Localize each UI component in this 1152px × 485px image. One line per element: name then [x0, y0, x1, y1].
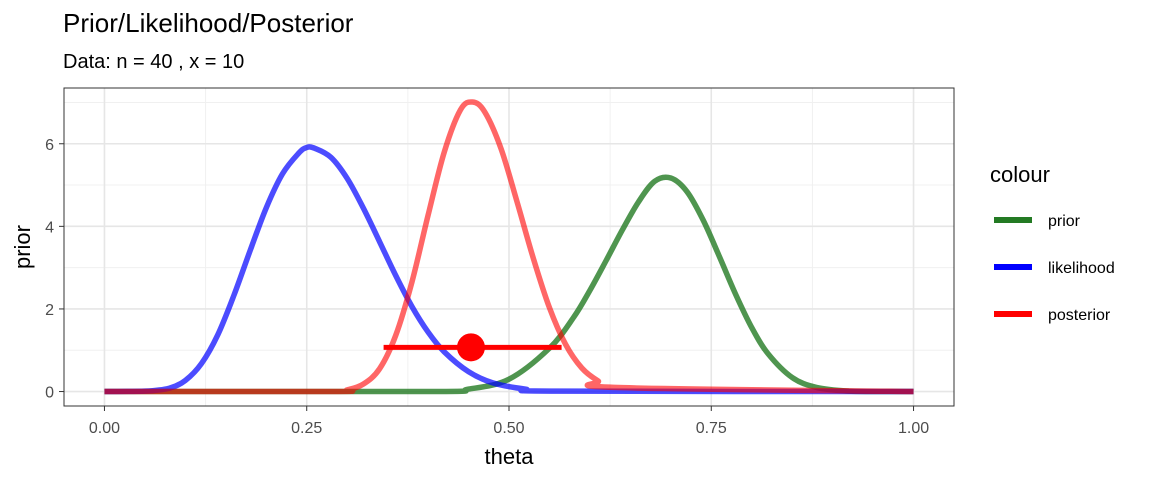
x-tick-label: 0.75	[696, 420, 727, 437]
y-axis-title: prior	[10, 225, 35, 269]
legend: colour prior likelihood posterior	[990, 162, 1115, 324]
x-tick-label: 1.00	[898, 420, 929, 437]
series-line-likelihood	[104, 144, 914, 395]
y-tick-label: 2	[45, 302, 54, 319]
legend-items: prior likelihood posterior	[994, 213, 1115, 324]
y-tick-label: 4	[45, 219, 54, 236]
y-tick-label: 6	[45, 137, 54, 154]
x-axis-title: theta	[485, 444, 535, 469]
series-line-posterior	[104, 99, 914, 395]
x-tick-label: 0.00	[89, 420, 120, 437]
x-tick-label: 0.50	[493, 420, 524, 437]
plot-area	[63, 87, 955, 407]
legend-title: colour	[990, 162, 1050, 187]
x-axis: 0.00 0.25 0.50 0.75 1.00	[89, 406, 929, 437]
legend-label-prior: prior	[1048, 213, 1081, 230]
posterior-point-estimate	[456, 333, 485, 362]
y-axis: 0 2 4 6	[45, 137, 64, 402]
x-tick-label: 0.25	[291, 420, 322, 437]
chart-subtitle: Data: n = 40 , x = 10	[63, 51, 244, 73]
legend-label-likelihood: likelihood	[1048, 260, 1115, 277]
interval-layer	[383, 333, 562, 362]
legend-label-posterior: posterior	[1048, 307, 1111, 324]
chart-title: Prior/Likelihood/Posterior	[63, 8, 354, 38]
y-tick-label: 0	[45, 385, 54, 402]
series-layer	[104, 99, 914, 395]
